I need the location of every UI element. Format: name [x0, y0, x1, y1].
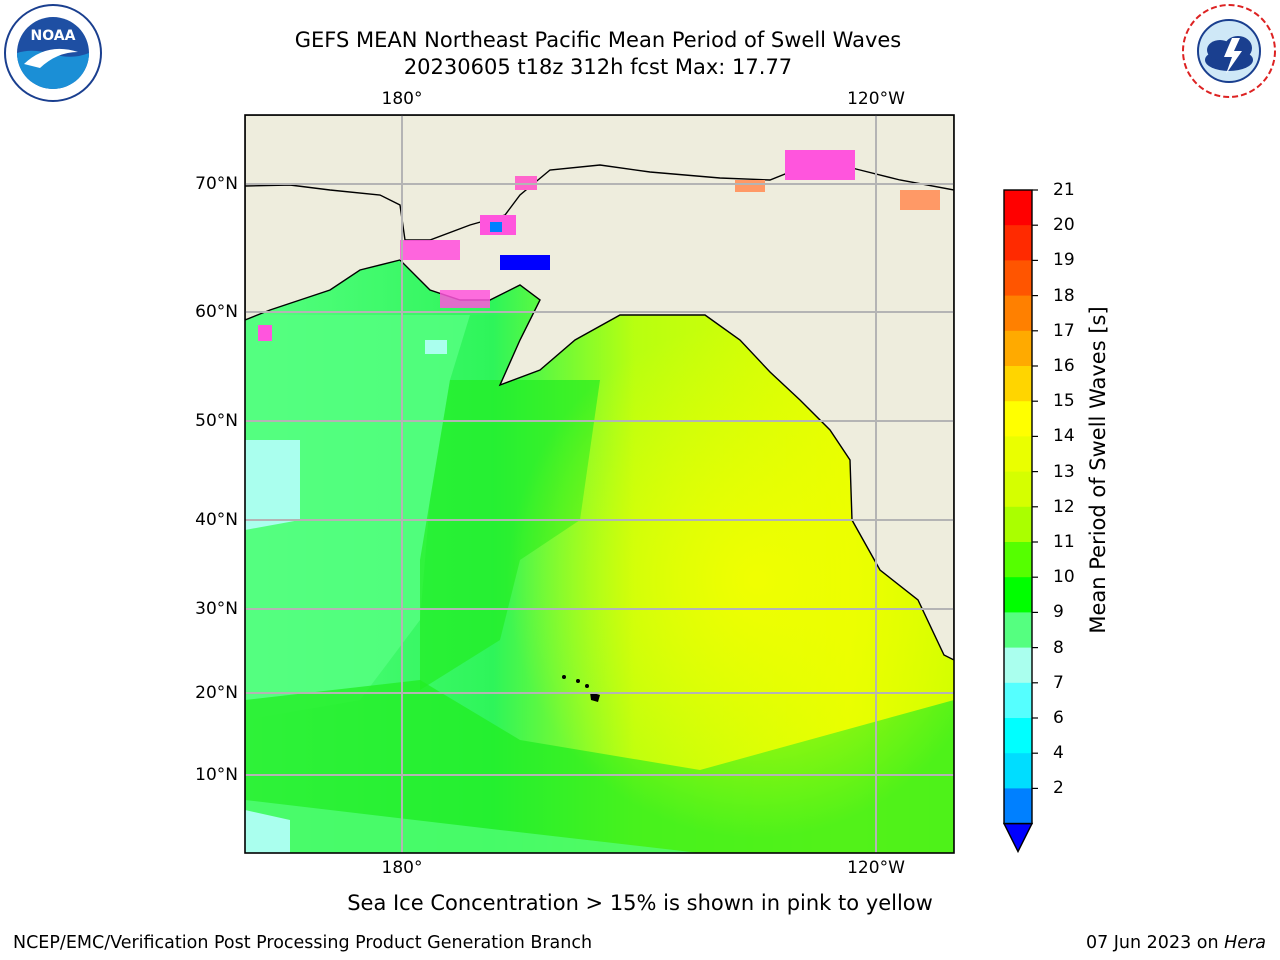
lon-label-top-180: 180° [381, 89, 423, 109]
colorbar-tick-label: 10 [1053, 567, 1075, 588]
colorbar-tick-label: 17 [1053, 320, 1075, 341]
colorbar-tick-label: 2 [1053, 778, 1064, 799]
colorbar-tick-label: 8 [1053, 637, 1064, 658]
colorbar-tick-label: 11 [1053, 532, 1075, 552]
map-title: GEFS MEAN Northeast Pacific Mean Period … [294, 28, 902, 52]
lat-label-30n: 30°N [195, 599, 238, 619]
lat-label-40n: 40°N [195, 510, 238, 530]
hawaii-islands [562, 675, 600, 702]
lat-label-20n: 20°N [195, 683, 238, 703]
colorbar-tick-label: 7 [1053, 672, 1064, 693]
colorbar-tick-label: 20 [1053, 215, 1075, 236]
date-text: 07 Jun 2023 on [1085, 933, 1225, 953]
colorbar-swatch [1004, 295, 1032, 332]
colorbar-swatch [1004, 190, 1032, 226]
lon-label-bottom-120w: 120°W [847, 858, 905, 878]
colorbar-under-arrow [1002, 822, 1034, 854]
colorbar-swatch [1004, 260, 1032, 297]
colorbar-title: Mean Period of Swell Waves [s] [1086, 306, 1110, 634]
colorbar-tick-label: 21 [1053, 180, 1075, 200]
colorbar-swatch [1004, 682, 1032, 719]
colorbar-swatch [1004, 471, 1032, 508]
map-frame [244, 114, 955, 854]
graticule [245, 115, 954, 853]
lon-label-bottom-180: 180° [381, 858, 423, 878]
colorbar-swatch [1004, 647, 1032, 684]
colorbar-swatch [1004, 788, 1032, 825]
generation-date: 07 Jun 2023 on Hera [1086, 933, 1266, 953]
lat-label-60n: 60°N [195, 302, 238, 322]
map-subtitle: 20230605 t18z 312h fcst Max: 17.77 [403, 55, 793, 79]
colorbar-swatch [1004, 506, 1032, 543]
lat-label-50n: 50°N [195, 411, 238, 431]
lon-label-top-120w: 120°W [847, 89, 905, 109]
colorbar-swatch [1004, 225, 1032, 261]
colorbar-tick-label: 19 [1053, 250, 1075, 271]
colorbar-tick-label: 13 [1053, 461, 1075, 482]
colorbar-tick-label: 6 [1053, 708, 1064, 728]
colorbar-swatch [1004, 753, 1032, 789]
noaa-wordmark: NOAA [31, 28, 76, 44]
colorbar [1002, 189, 1038, 854]
map-content [245, 115, 954, 853]
nws-logo [1182, 4, 1276, 98]
producer-credit: NCEP/EMC/Verification Post Processing Pr… [13, 933, 593, 953]
colorbar-tick-label: 12 [1053, 496, 1075, 517]
colorbar-tick-label: 9 [1053, 602, 1064, 623]
colorbar-swatch [1004, 577, 1032, 613]
sea-ice-caption: Sea Ice Concentration > 15% is shown in … [347, 891, 933, 915]
colorbar-swatch [1004, 366, 1032, 402]
sea-ice-edges [258, 150, 940, 341]
colorbar-swatch [1004, 436, 1032, 473]
noaa-logo: NOAA [4, 4, 102, 102]
lat-label-70n: 70°N [195, 174, 238, 194]
colorbar-tick-label: 16 [1053, 356, 1075, 376]
colorbar-swatch [1004, 718, 1032, 754]
host-name: Hera [1224, 933, 1266, 953]
colorbar-tick-label: 4 [1053, 743, 1064, 764]
colorbar-tick-label: 15 [1053, 391, 1075, 412]
colorbar-swatch [1004, 401, 1032, 437]
colorbar-swatch [1004, 542, 1032, 578]
colorbar-swatch [1004, 330, 1032, 367]
colorbar-tick-label: 18 [1053, 285, 1075, 306]
lat-label-10n: 10°N [195, 765, 238, 785]
colorbar-swatch [1004, 612, 1032, 649]
colorbar-tick-label: 14 [1053, 426, 1075, 447]
